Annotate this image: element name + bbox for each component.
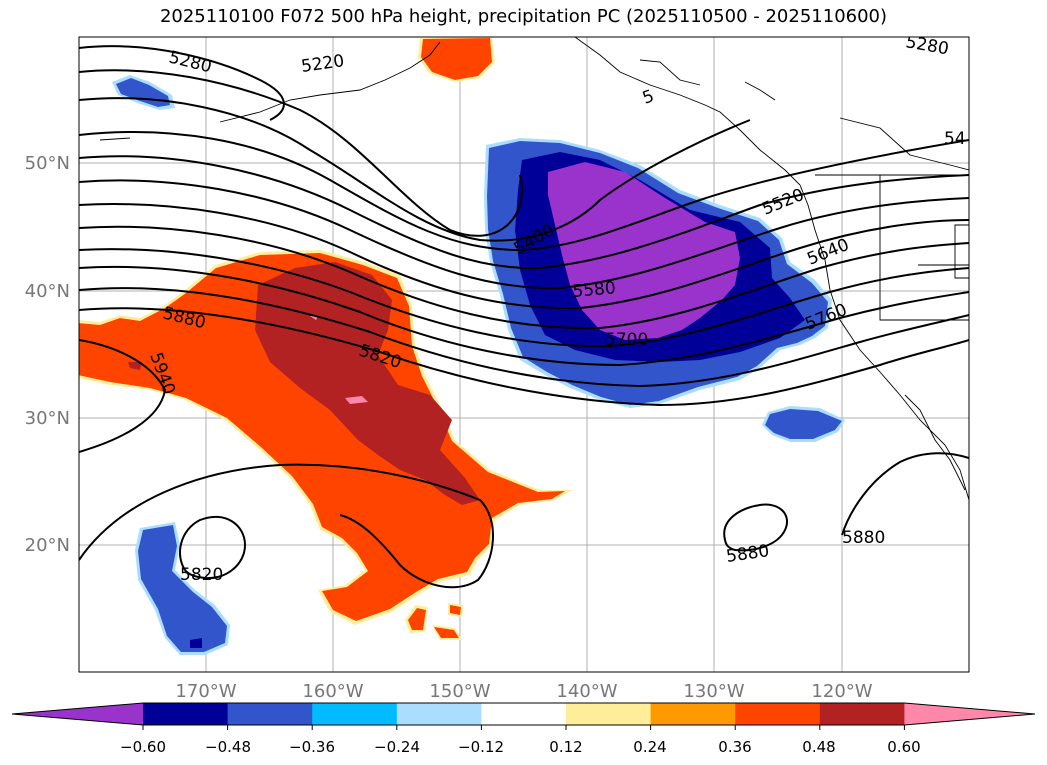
contour-label: 5820 — [180, 565, 223, 585]
colorbar-cell — [819, 703, 905, 725]
colorbar-tick-label: 0.12 — [549, 738, 582, 756]
colorbar-cell — [904, 703, 1035, 725]
lon-label: 150°W — [429, 681, 490, 702]
colorbar-tick-label: 0.24 — [633, 738, 666, 756]
colorbar-cell — [12, 703, 143, 725]
positive-precip-region — [79, 37, 572, 640]
colorbar-cell — [566, 703, 652, 725]
colorbar-tick-label: −0.36 — [289, 738, 335, 756]
colorbar-cell — [143, 703, 229, 725]
height-contours — [79, 45, 969, 589]
colorbar-tick-label: −0.24 — [374, 738, 420, 756]
lat-label: 20°N — [25, 535, 70, 556]
map-frame — [78, 36, 970, 673]
lon-label: 170°W — [175, 681, 236, 702]
colorbar-tick-label: −0.48 — [205, 738, 251, 756]
colorbar-tick-label: 0.60 — [887, 738, 920, 756]
lon-label: 160°W — [302, 681, 363, 702]
contour-label: 54 — [944, 129, 966, 149]
colorbar-tick-label: −0.60 — [120, 738, 166, 756]
colorbar-tick-label: 0.36 — [718, 738, 751, 756]
map-title: 2025110100 F072 500 hPa height, precipit… — [159, 6, 888, 27]
lon-label: 120°W — [811, 681, 872, 702]
colorbar-cell — [735, 703, 821, 725]
colorbar-cell — [312, 703, 398, 725]
colorbar-cell — [396, 703, 482, 725]
longitude-labels: 170°W 160°W 150°W 140°W 130°W 120°W — [175, 681, 872, 702]
colorbar: −0.60 −0.48 −0.36 −0.24 −0.12 0.12 0.24 … — [11, 702, 1036, 756]
contour-label: 5880 — [842, 528, 885, 548]
latitude-labels: 50°N 40°N 30°N 20°N — [25, 153, 70, 556]
contour-label: 5700 — [605, 330, 648, 350]
contour-label: 5280 — [904, 32, 950, 59]
colorbar-tick-label: 0.48 — [802, 738, 835, 756]
negative-precip-region — [112, 75, 845, 655]
lat-label: 50°N — [25, 153, 70, 174]
contour-label: 5580 — [572, 278, 617, 302]
colorbar-cell — [481, 703, 567, 725]
colorbar-cell — [650, 703, 736, 725]
colorbar-tick-label: −0.12 — [458, 738, 504, 756]
colorbar-cell — [227, 703, 313, 725]
lon-label: 140°W — [556, 681, 617, 702]
coastlines — [99, 37, 969, 501]
lon-label: 130°W — [683, 681, 744, 702]
lat-label: 30°N — [25, 408, 70, 429]
lat-label: 40°N — [25, 281, 70, 302]
